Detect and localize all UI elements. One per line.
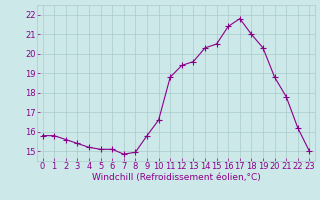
X-axis label: Windchill (Refroidissement éolien,°C): Windchill (Refroidissement éolien,°C): [92, 173, 260, 182]
